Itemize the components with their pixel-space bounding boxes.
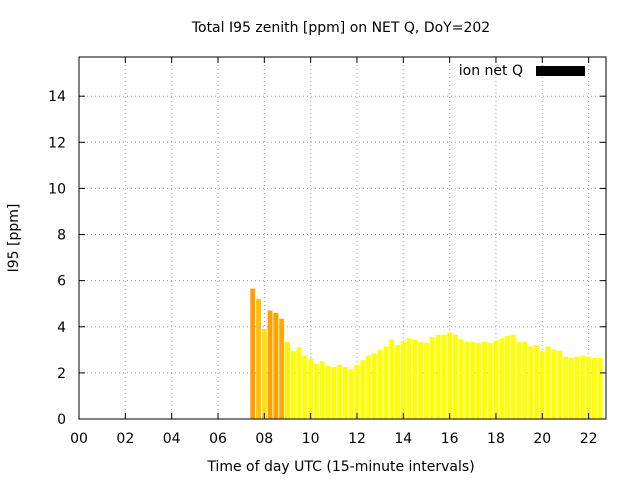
bar — [354, 364, 360, 419]
bar — [522, 341, 528, 419]
bar — [366, 355, 371, 419]
bar — [539, 350, 545, 419]
legend: ion net Q — [459, 63, 585, 79]
bar — [331, 367, 337, 419]
bar — [597, 357, 603, 419]
bar — [574, 356, 580, 419]
bar — [591, 357, 597, 419]
bar — [285, 341, 290, 419]
x-tick-label: 10 — [302, 431, 320, 447]
bar — [267, 310, 273, 419]
bar — [481, 341, 487, 419]
bar — [545, 346, 551, 419]
x-tick-label: 16 — [441, 431, 459, 447]
bars — [250, 288, 603, 419]
bar — [337, 364, 343, 419]
bar — [389, 339, 395, 419]
y-tick-label: 2 — [57, 366, 66, 382]
bar — [452, 334, 458, 419]
bar — [308, 359, 314, 419]
x-tick-label: 06 — [209, 431, 227, 447]
bar — [510, 334, 516, 419]
bar — [534, 345, 539, 419]
bar — [273, 312, 279, 419]
bar — [342, 367, 348, 419]
bar — [464, 341, 470, 419]
x-tick-label: 18 — [487, 431, 505, 447]
bar — [348, 369, 354, 419]
bar — [383, 346, 389, 419]
bar — [406, 338, 412, 419]
grid — [79, 57, 606, 419]
bar — [250, 288, 256, 419]
bar — [580, 355, 586, 419]
bar — [377, 349, 383, 419]
x-tick-labels: 00 02 04 06 08 10 12 14 16 18 20 22 — [70, 431, 597, 447]
bar — [302, 355, 308, 419]
chart-title: Total I95 zenith [ppm] on NET Q, DoY=202 — [191, 20, 490, 36]
bar — [314, 363, 319, 419]
bar — [412, 339, 418, 419]
bar — [505, 335, 510, 419]
x-tick-label: 20 — [533, 431, 551, 447]
bar — [458, 339, 464, 419]
bar — [557, 350, 563, 419]
bar — [528, 346, 534, 419]
bar — [586, 356, 592, 419]
y-tick-label: 12 — [48, 135, 66, 151]
y-tick-label: 4 — [57, 320, 66, 336]
bar — [476, 342, 482, 419]
bar — [487, 342, 493, 419]
x-tick-label: 14 — [394, 431, 412, 447]
bar — [447, 332, 453, 419]
x-tick-label: 08 — [255, 431, 273, 447]
y-tick-label: 0 — [57, 412, 66, 428]
ticks — [78, 57, 606, 420]
bar — [371, 353, 377, 419]
bar — [325, 365, 331, 419]
bar — [435, 334, 441, 419]
bar — [360, 360, 366, 419]
bar — [493, 340, 499, 419]
bar — [424, 342, 429, 419]
bar — [296, 347, 302, 419]
plot-frame — [78, 56, 607, 420]
bar — [470, 341, 476, 419]
bar — [261, 329, 267, 419]
y-tick-labels: 0 2 4 6 8 10 12 14 — [48, 89, 66, 428]
x-tick-label: 04 — [163, 431, 181, 447]
y-tick-label: 14 — [48, 89, 66, 105]
bar — [429, 337, 435, 419]
bar — [395, 345, 400, 419]
bar — [568, 357, 574, 419]
bar — [499, 338, 505, 419]
bar — [400, 341, 406, 419]
x-tick-label: 02 — [116, 431, 134, 447]
y-axis-label: I95 [ppm] — [6, 204, 22, 273]
bar — [279, 318, 285, 419]
bar — [516, 341, 522, 419]
y-tick-label: 8 — [57, 228, 66, 244]
bar — [441, 334, 447, 419]
bar — [256, 299, 261, 419]
bar — [551, 349, 557, 419]
y-tick-label: 6 — [57, 274, 66, 290]
legend-swatch — [536, 66, 585, 76]
bar — [563, 356, 568, 419]
x-tick-label: 22 — [580, 431, 598, 447]
legend-label: ion net Q — [459, 63, 523, 79]
x-tick-label: 12 — [348, 431, 366, 447]
bar — [418, 341, 424, 419]
x-tick-label: 00 — [70, 431, 88, 447]
bar — [319, 361, 325, 419]
x-axis-label: Time of day UTC (15-minute intervals) — [206, 459, 474, 475]
bar — [290, 350, 296, 419]
y-tick-label: 10 — [48, 181, 66, 197]
